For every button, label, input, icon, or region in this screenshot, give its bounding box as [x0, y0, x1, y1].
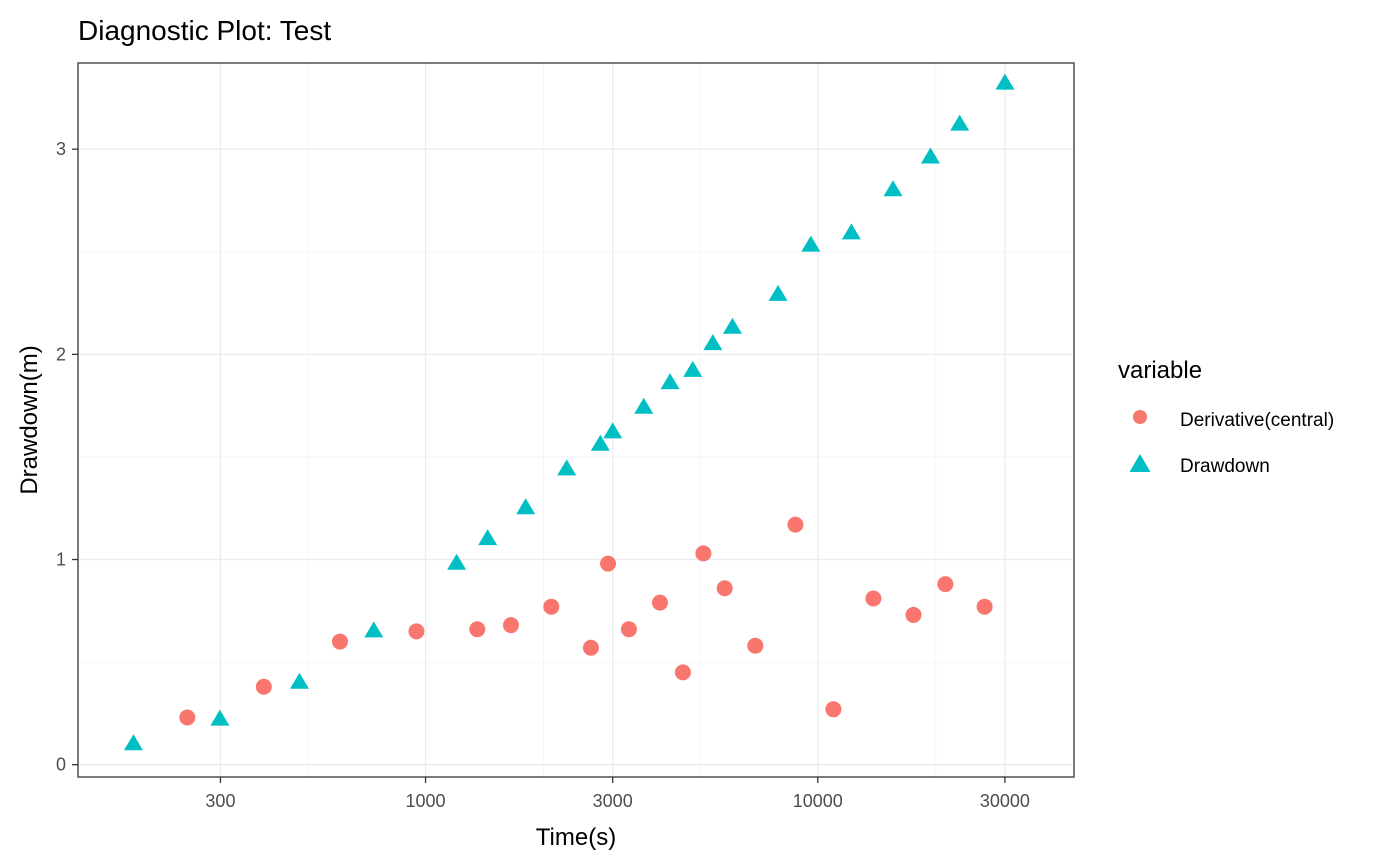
- derivative-point: [543, 598, 560, 615]
- drawdown-point: [210, 709, 230, 726]
- drawdown-point: [557, 459, 577, 476]
- y-tick-label: 2: [56, 344, 66, 364]
- derivative-point: [865, 590, 882, 607]
- derivative-point: [716, 580, 733, 597]
- derivative-point: [825, 701, 842, 718]
- x-tick-label: 30000: [980, 791, 1030, 811]
- x-tick-label: 10000: [793, 791, 843, 811]
- chart-title: Diagnostic Plot: Test: [78, 15, 331, 46]
- axes-layer: 300 1000 3000 10000 30000 0 1 2 3: [56, 139, 1030, 811]
- derivative-point: [255, 678, 272, 695]
- drawdown-point: [950, 114, 970, 131]
- drawdown-point: [683, 360, 703, 377]
- derivative-point: [674, 664, 691, 681]
- drawdown-point: [478, 529, 498, 546]
- drawdown-point: [364, 621, 384, 638]
- legend-title: variable: [1118, 357, 1202, 384]
- derivative-point: [502, 617, 519, 634]
- derivative-point: [651, 594, 668, 611]
- drawdown-point: [660, 373, 680, 390]
- drawdown-point: [590, 434, 610, 451]
- legend-key-circle-icon: [1133, 410, 1147, 424]
- y-tick-label: 1: [56, 550, 66, 570]
- drawdown-point: [447, 553, 467, 570]
- derivative-point: [976, 598, 993, 615]
- derivative-point: [937, 576, 954, 593]
- drawdown-point: [289, 672, 309, 689]
- legend-key-triangle-icon: [1129, 454, 1151, 472]
- x-tick-label: 300: [205, 791, 235, 811]
- plot-panel-border: [77, 62, 1075, 778]
- derivative-point: [787, 516, 804, 533]
- x-tick-label: 3000: [593, 791, 633, 811]
- derivative-point: [408, 623, 425, 640]
- derivative-point: [331, 633, 348, 650]
- derivative-point: [469, 621, 486, 638]
- legend-label-drawdown: Drawdown: [1180, 456, 1270, 477]
- drawdown-point: [516, 498, 536, 515]
- data-points-layer: [123, 73, 1015, 751]
- y-axis-title: Drawdown(m): [16, 345, 43, 494]
- drawdown-point: [123, 734, 143, 751]
- drawdown-point: [634, 397, 654, 414]
- derivative-point: [905, 606, 922, 623]
- drawdown-point: [995, 73, 1015, 90]
- drawdown-point: [841, 223, 861, 240]
- plot-panel-background: [78, 63, 1074, 777]
- derivative-point: [620, 621, 637, 638]
- drawdown-point: [920, 147, 940, 164]
- derivative-point: [582, 639, 599, 656]
- drawdown-point: [722, 317, 742, 334]
- drawdown-point: [883, 180, 903, 197]
- drawdown-point: [603, 422, 623, 439]
- derivative-point: [747, 637, 764, 654]
- derivative-point: [179, 709, 196, 726]
- derivative-point: [600, 555, 617, 572]
- y-tick-label: 3: [56, 139, 66, 159]
- drawdown-point: [703, 334, 723, 351]
- grid-layer: [78, 63, 1074, 777]
- y-tick-label: 0: [56, 755, 66, 775]
- legend: variable Derivative(central) Drawdown: [1118, 357, 1334, 477]
- legend-label-derivative: Derivative(central): [1180, 410, 1334, 431]
- derivative-point: [695, 545, 712, 562]
- drawdown-point: [768, 284, 788, 301]
- x-axis-title: Time(s): [536, 824, 616, 851]
- x-tick-label: 1000: [406, 791, 446, 811]
- drawdown-point: [801, 235, 821, 252]
